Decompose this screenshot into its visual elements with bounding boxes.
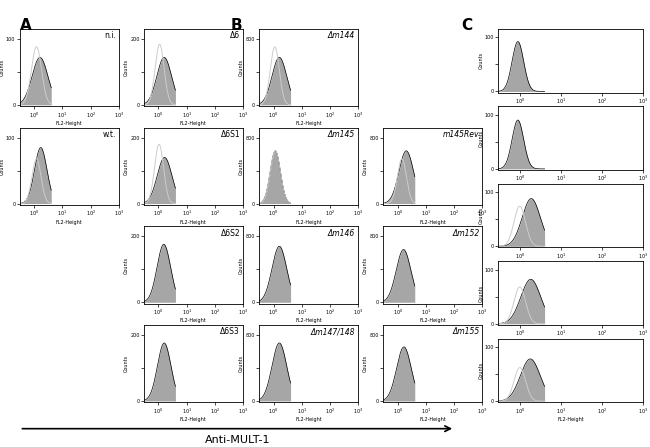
Y-axis label: Counts: Counts xyxy=(363,158,368,175)
Y-axis label: Counts: Counts xyxy=(239,355,244,372)
Y-axis label: Counts: Counts xyxy=(363,355,368,372)
Text: Δ6: Δ6 xyxy=(230,31,240,40)
Text: Δm155: Δm155 xyxy=(452,328,480,337)
X-axis label: FL2-Height: FL2-Height xyxy=(558,340,584,345)
Y-axis label: Counts: Counts xyxy=(0,158,5,175)
X-axis label: FL2-Height: FL2-Height xyxy=(419,417,446,422)
X-axis label: FL2-Height: FL2-Height xyxy=(295,318,322,324)
X-axis label: FL2-Height: FL2-Height xyxy=(180,417,207,422)
Text: Δm145: Δm145 xyxy=(328,130,355,139)
Y-axis label: Counts: Counts xyxy=(124,59,129,76)
X-axis label: FL2-Height: FL2-Height xyxy=(180,121,207,126)
Y-axis label: Counts: Counts xyxy=(363,257,368,274)
Y-axis label: Counts: Counts xyxy=(124,355,129,372)
X-axis label: FL2-Height: FL2-Height xyxy=(558,417,584,422)
X-axis label: FL2-Height: FL2-Height xyxy=(558,262,584,267)
X-axis label: FL2-Height: FL2-Height xyxy=(180,318,207,324)
X-axis label: FL2-Height: FL2-Height xyxy=(295,220,322,225)
Text: Δm146: Δm146 xyxy=(328,229,355,238)
X-axis label: FL2-Height: FL2-Height xyxy=(558,185,584,190)
Text: m145Rev: m145Rev xyxy=(443,130,480,139)
Text: B: B xyxy=(231,18,242,33)
X-axis label: FL2-Height: FL2-Height xyxy=(558,107,584,112)
Text: w.t.: w.t. xyxy=(103,130,116,139)
Text: C: C xyxy=(462,18,473,33)
Y-axis label: Counts: Counts xyxy=(239,257,244,274)
Text: Δ6S1: Δ6S1 xyxy=(220,130,240,139)
X-axis label: FL2-Height: FL2-Height xyxy=(295,121,322,126)
X-axis label: FL2-Height: FL2-Height xyxy=(295,417,322,422)
Y-axis label: Counts: Counts xyxy=(478,285,483,302)
Y-axis label: Counts: Counts xyxy=(239,59,244,76)
Text: Δ6S2: Δ6S2 xyxy=(220,229,240,238)
Y-axis label: Counts: Counts xyxy=(478,52,483,69)
X-axis label: FL2-Height: FL2-Height xyxy=(180,220,207,225)
Y-axis label: Counts: Counts xyxy=(124,257,129,274)
X-axis label: FL2-Height: FL2-Height xyxy=(56,220,83,225)
Y-axis label: Counts: Counts xyxy=(0,59,5,76)
Text: Δ6S3: Δ6S3 xyxy=(220,328,240,337)
Text: Δm147/148: Δm147/148 xyxy=(311,328,355,337)
Y-axis label: Counts: Counts xyxy=(239,158,244,175)
Text: Δm144: Δm144 xyxy=(328,31,355,40)
Text: n.i.: n.i. xyxy=(104,31,116,40)
Text: Anti-MULT-1: Anti-MULT-1 xyxy=(205,435,270,445)
Y-axis label: Counts: Counts xyxy=(478,130,483,147)
Text: Δm152: Δm152 xyxy=(452,229,480,238)
Y-axis label: Counts: Counts xyxy=(124,158,129,175)
X-axis label: FL2-Height: FL2-Height xyxy=(419,318,446,324)
X-axis label: FL2-Height: FL2-Height xyxy=(56,121,83,126)
X-axis label: FL2-Height: FL2-Height xyxy=(419,220,446,225)
Y-axis label: Counts: Counts xyxy=(478,362,483,379)
Text: A: A xyxy=(20,18,31,33)
Y-axis label: Counts: Counts xyxy=(478,207,483,224)
